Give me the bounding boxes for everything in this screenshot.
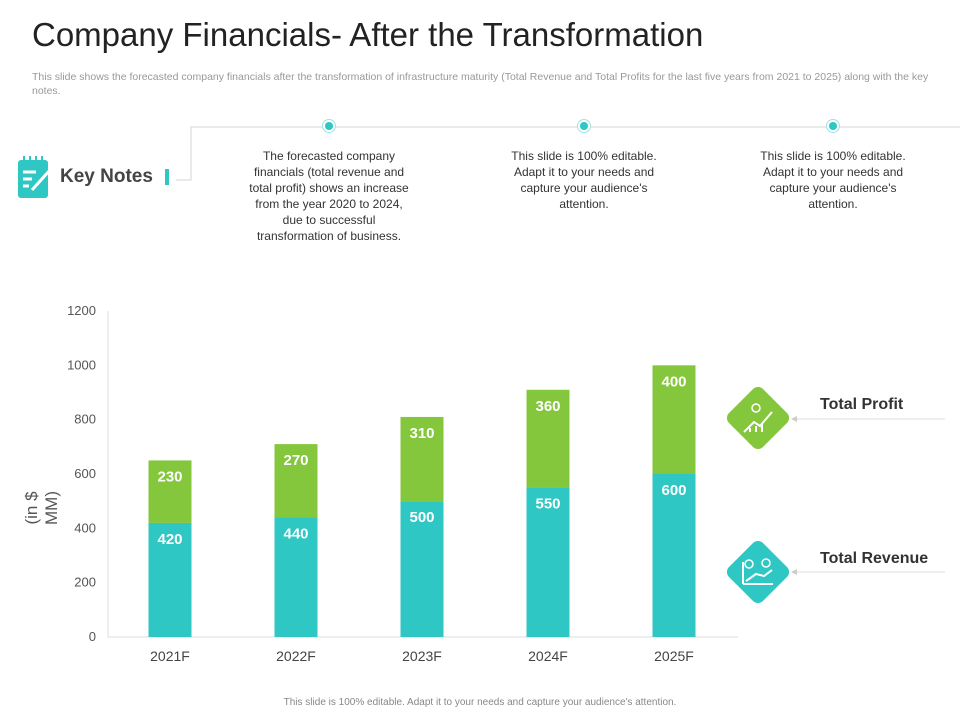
key-notes-label: Key Notes bbox=[60, 166, 153, 187]
bar-total-revenue bbox=[274, 517, 318, 637]
notepad-pen-icon bbox=[18, 156, 52, 198]
data-label: 420 bbox=[157, 531, 182, 548]
page-subtitle: This slide shows the forecasted company … bbox=[32, 71, 929, 97]
legend-total-profit: Total Profit bbox=[820, 396, 904, 413]
bar-total-revenue bbox=[652, 474, 696, 637]
profit-growth-icon bbox=[726, 386, 790, 450]
y-tick-label: 800 bbox=[74, 412, 96, 427]
x-tick-label: 2025F bbox=[654, 648, 694, 664]
footer-note: This slide is 100% editable. Adapt it to… bbox=[283, 697, 677, 708]
legend-total-revenue: Total Revenue bbox=[820, 550, 929, 567]
page-title: Company Financials- After the Transforma… bbox=[32, 16, 704, 53]
y-tick-label: 600 bbox=[74, 466, 96, 481]
y-tick-label: 0 bbox=[89, 629, 96, 644]
bar-total-profit bbox=[274, 444, 318, 518]
data-label: 500 bbox=[409, 509, 434, 526]
data-label: 400 bbox=[661, 373, 686, 390]
data-label: 270 bbox=[283, 452, 308, 469]
note-dot bbox=[829, 122, 837, 130]
data-label: 550 bbox=[535, 496, 560, 513]
bar-total-revenue bbox=[526, 487, 570, 637]
bar-total-revenue bbox=[400, 501, 444, 637]
legend-graphics bbox=[726, 386, 945, 604]
key-notes-header: Key Notes bbox=[18, 156, 169, 198]
note-dot bbox=[580, 122, 588, 130]
revenue-growth-icon bbox=[726, 540, 790, 604]
key-note-1: The forecasted company financials (total… bbox=[249, 149, 409, 243]
x-tick-label: 2022F bbox=[276, 648, 316, 664]
bar-total-profit bbox=[400, 416, 444, 502]
key-notes-connector bbox=[176, 126, 960, 181]
data-label: 310 bbox=[409, 425, 434, 442]
x-tick-label: 2024F bbox=[528, 648, 568, 664]
key-note-2: This slide is 100% editable. Adapt it to… bbox=[511, 149, 657, 211]
y-tick-label: 200 bbox=[74, 575, 96, 590]
bar-total-revenue bbox=[148, 522, 192, 637]
note-dot bbox=[325, 122, 333, 130]
y-tick-label: 1200 bbox=[67, 303, 96, 318]
bar-total-profit bbox=[652, 365, 696, 474]
data-label: 440 bbox=[283, 525, 308, 542]
y-tick-label: 400 bbox=[74, 520, 96, 535]
x-tick-label: 2023F bbox=[402, 648, 442, 664]
data-label: 230 bbox=[157, 468, 182, 485]
stacked-bar-chart: 0 200 400 600 800 1000 1200 420 230 2021F 440 270 20… bbox=[67, 303, 738, 664]
y-tick-label: 1000 bbox=[67, 357, 96, 372]
x-tick-label: 2021F bbox=[150, 648, 190, 664]
bar-total-profit bbox=[148, 460, 192, 523]
data-label: 360 bbox=[535, 398, 560, 415]
key-notes-marker bbox=[164, 169, 169, 185]
key-note-3: This slide is 100% editable. Adapt it to… bbox=[760, 149, 906, 211]
data-label: 600 bbox=[661, 482, 686, 499]
bar-total-profit bbox=[526, 389, 570, 488]
